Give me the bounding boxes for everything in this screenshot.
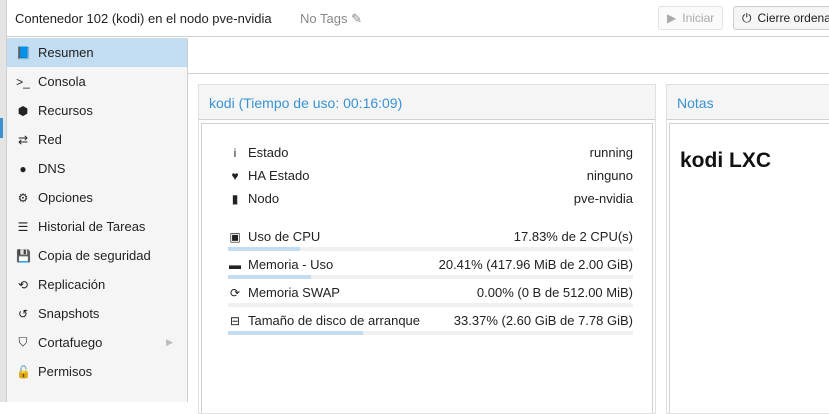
notes-body[interactable]: kodi LXC xyxy=(669,123,829,413)
sidebar-item-label: Resumen xyxy=(38,45,94,60)
sidebar-item-resumen[interactable]: 📘 Resumen xyxy=(7,38,187,67)
book-icon: 📘 xyxy=(16,46,30,60)
notes-panel: Notas kodi LXC xyxy=(666,84,829,414)
sidebar-item-label: Snapshots xyxy=(38,306,99,321)
sidebar-item-label: Historial de Tareas xyxy=(38,219,145,234)
edge-indicator xyxy=(0,118,3,138)
sidebar-item-dns[interactable]: ● DNS xyxy=(7,154,187,183)
status-row: ⊟ Tamaño de disco de arranque 33.37% (2.60… xyxy=(228,313,633,328)
row-value: 20.41% (417.96 MiB de 2.00 GiB) xyxy=(439,257,633,272)
status-row: ⟳ Memoria SWAP 0.00% (0 B de 512.00 MiB) xyxy=(228,285,633,300)
sidebar-item-cortafuego[interactable]: ⛉ Cortafuego ▶ xyxy=(7,328,187,357)
row-value: 33.37% (2.60 GiB de 7.78 GiB) xyxy=(454,313,633,328)
globe-icon: ● xyxy=(16,162,30,176)
hdd-icon: ⊟ xyxy=(228,314,242,328)
shutdown-label: Cierre ordenado xyxy=(758,7,829,29)
sidebar-item-consola[interactable]: >_ Consola xyxy=(7,67,187,96)
row-label: Nodo xyxy=(248,191,279,206)
row-label: Uso de CPU xyxy=(248,229,320,244)
sidebar: 📘 Resumen >_ Consola ⬢ Recursos ⇄ Red ● DNS ⚙ Opcio… xyxy=(7,38,188,402)
row-value: running xyxy=(590,145,633,160)
sidebar-item-replicaci-n[interactable]: ⟲ Replicación xyxy=(7,270,187,299)
status-row: i Estado running xyxy=(228,145,633,160)
row-label: Estado xyxy=(248,145,288,160)
shutdown-button[interactable]: ⏻ Cierre ordenado xyxy=(733,6,829,30)
usage-progress-fill xyxy=(228,275,311,279)
sidebar-item-recursos[interactable]: ⬢ Recursos xyxy=(7,96,187,125)
usage-progress-fill xyxy=(228,331,363,335)
usage-progress-bar xyxy=(228,275,633,279)
refresh-icon: ⟳ xyxy=(228,286,242,300)
status-panel-body: i Estado running ♥ HA Estado ninguno ▮ Nodo pve-… xyxy=(201,123,653,413)
chevron-right-icon: ▶ xyxy=(166,337,173,348)
notes-panel-title: Notas xyxy=(667,85,829,120)
status-row: ♥ HA Estado ninguno xyxy=(228,168,633,183)
info-icon: i xyxy=(228,146,242,160)
server-icon: ▮ xyxy=(228,192,242,206)
power-icon: ⏻ xyxy=(742,7,752,29)
sidebar-item-permisos[interactable]: 🔓 Permisos xyxy=(7,357,187,386)
sidebar-item-label: Opciones xyxy=(38,190,93,205)
row-value: 17.83% de 2 CPU(s) xyxy=(514,229,633,244)
tags-edit[interactable]: No Tags ✎ xyxy=(300,11,362,27)
sidebar-item-label: Recursos xyxy=(38,103,93,118)
retweet-icon: ⟲ xyxy=(16,278,30,292)
page-title: Contenedor 102 (kodi) en el nodo pve-nvi… xyxy=(15,11,272,26)
terminal-icon: >_ xyxy=(16,75,30,89)
row-value: 0.00% (0 B de 512.00 MiB) xyxy=(477,285,633,300)
header: Contenedor 102 (kodi) en el nodo pve-nvi… xyxy=(7,0,829,37)
sidebar-item-snapshots[interactable]: ↺ Snapshots xyxy=(7,299,187,328)
notes-content: kodi LXC xyxy=(680,149,771,173)
row-value: pve-nvidia xyxy=(574,191,633,206)
status-row: ▮ Nodo pve-nvidia xyxy=(228,191,633,206)
content-toolbar xyxy=(188,37,829,74)
tags-label: No Tags xyxy=(300,11,347,26)
row-label: HA Estado xyxy=(248,168,309,183)
usage-progress-bar xyxy=(228,247,633,251)
row-label: Memoria SWAP xyxy=(248,285,340,300)
exchange-icon: ⇄ xyxy=(16,133,30,147)
usage-progress-bar xyxy=(228,303,633,307)
list-icon: ☰ xyxy=(16,220,30,234)
sidebar-item-label: Copia de seguridad xyxy=(38,248,151,263)
row-value: ninguno xyxy=(587,168,633,183)
heartbeat-icon: ♥ xyxy=(228,169,242,183)
sidebar-item-label: DNS xyxy=(38,161,65,176)
sidebar-item-label: Permisos xyxy=(38,364,92,379)
history-icon: ↺ xyxy=(16,307,30,321)
sidebar-item-opciones[interactable]: ⚙ Opciones xyxy=(7,183,187,212)
gear-icon: ⚙ xyxy=(16,191,30,205)
sidebar-item-label: Cortafuego xyxy=(38,335,102,350)
unlock-icon: 🔓 xyxy=(16,365,30,379)
start-button[interactable]: ▶ Iniciar xyxy=(658,6,723,30)
floppy-icon: 💾 xyxy=(16,249,30,263)
sidebar-item-label: Consola xyxy=(38,74,86,89)
row-label: Memoria - Uso xyxy=(248,257,333,272)
left-edge xyxy=(0,0,7,402)
sidebar-item-red[interactable]: ⇄ Red xyxy=(7,125,187,154)
usage-progress-bar xyxy=(228,331,633,335)
row-label: Tamaño de disco de arranque xyxy=(248,313,420,328)
status-row: ▬ Memoria - Uso 20.41% (417.96 MiB de 2.00… xyxy=(228,257,633,272)
play-icon: ▶ xyxy=(667,7,676,29)
shield-icon: ⛉ xyxy=(16,335,30,350)
cube-icon: ⬢ xyxy=(16,104,30,118)
pencil-icon: ✎ xyxy=(347,11,362,26)
sidebar-item-copia-de-seguridad[interactable]: 💾 Copia de seguridad xyxy=(7,241,187,270)
sidebar-item-label: Red xyxy=(38,132,62,147)
status-panel: kodi (Tiempo de uso: 00:16:09) i Estado ru… xyxy=(198,84,656,414)
sidebar-item-label: Replicación xyxy=(38,277,105,292)
status-row: ▣ Uso de CPU 17.83% de 2 CPU(s) xyxy=(228,229,633,244)
sidebar-item-historial-de-tareas[interactable]: ☰ Historial de Tareas xyxy=(7,212,187,241)
memory-icon: ▬ xyxy=(228,258,242,272)
status-panel-title: kodi (Tiempo de uso: 00:16:09) xyxy=(199,85,655,120)
start-label: Iniciar xyxy=(682,7,714,29)
cpu-icon: ▣ xyxy=(228,230,242,244)
usage-progress-fill xyxy=(228,247,300,251)
